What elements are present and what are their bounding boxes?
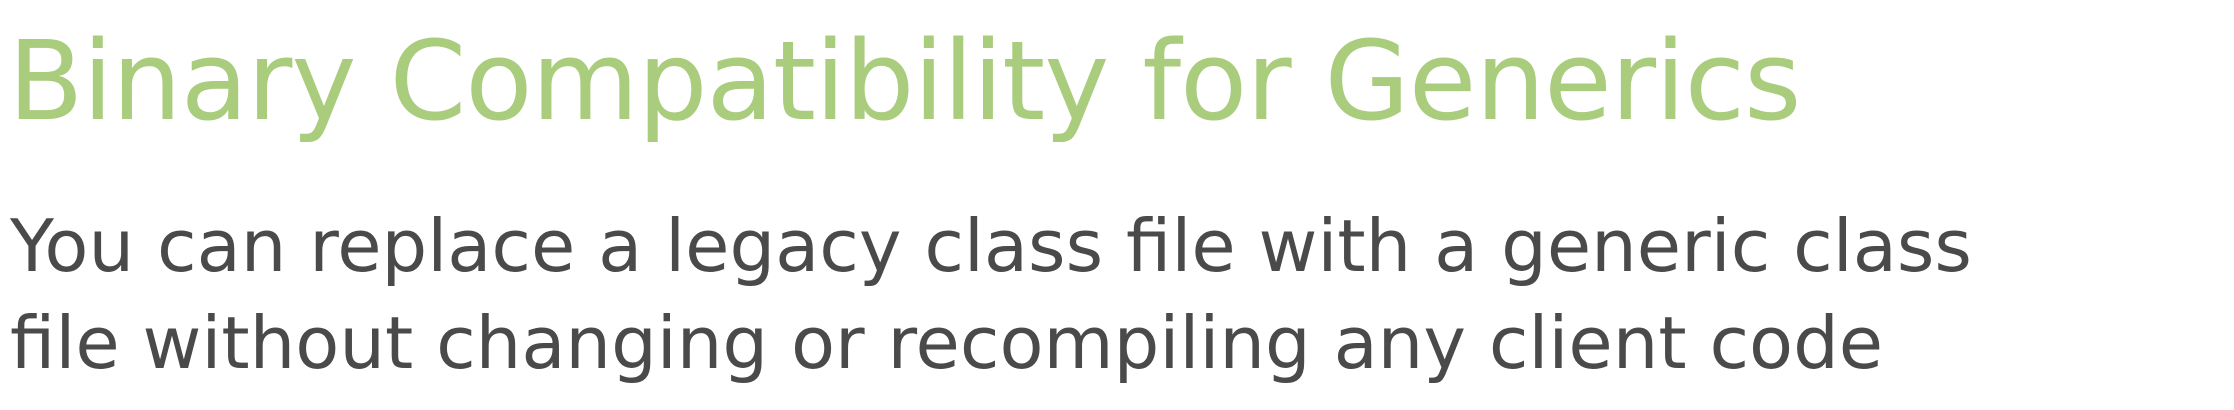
slide-body: You can replace a legacy class file with…: [10, 198, 1972, 392]
body-line-1: You can replace a legacy class file with…: [10, 204, 1972, 288]
body-line-2: file without changing or recompiling any…: [10, 301, 1884, 385]
slide-title: Binary Compatibility for Generics: [8, 17, 1801, 145]
